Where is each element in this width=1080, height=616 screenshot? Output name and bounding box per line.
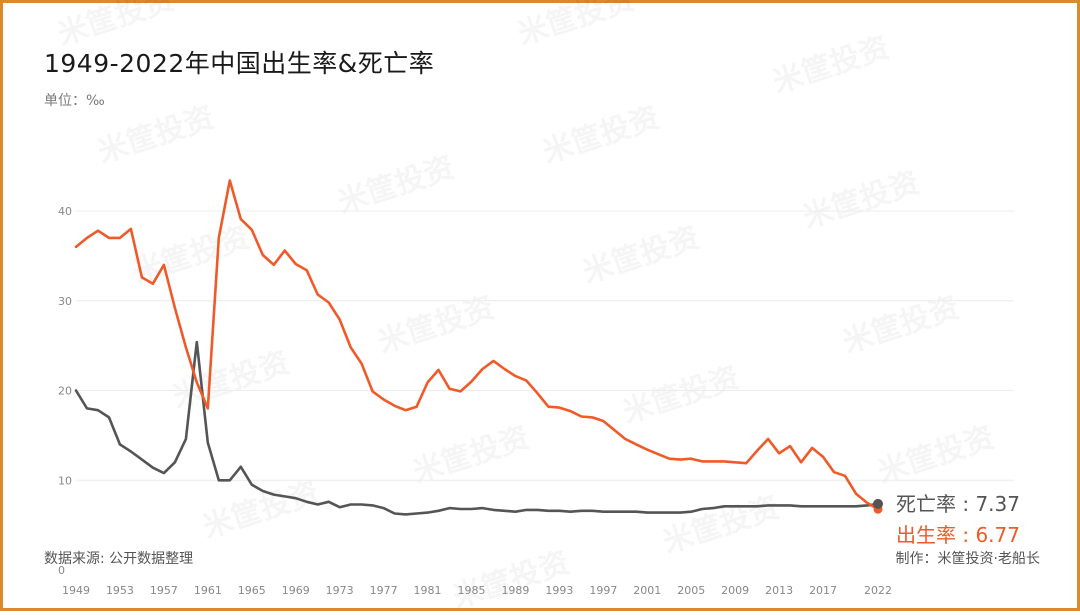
x-tick-label: 2013 <box>765 584 793 597</box>
death-rate-endpoint <box>873 498 883 509</box>
x-tick-label: 1957 <box>150 584 178 597</box>
x-tick-label: 1981 <box>414 584 442 597</box>
x-tick-label: 2009 <box>721 584 749 597</box>
x-tick-label: 2022 <box>864 584 892 597</box>
x-tick-label: 1989 <box>501 584 529 597</box>
x-tick-label: 2005 <box>677 584 705 597</box>
x-tick-label: 1985 <box>458 584 486 597</box>
chart-title: 1949-2022年中国出生率&死亡率 <box>44 49 435 78</box>
birth-rate-end-label: 出生率 : 6.77 <box>896 523 1020 547</box>
x-tick-label: 1973 <box>326 584 354 597</box>
x-tick-label: 1997 <box>589 584 617 597</box>
unit-label: 单位：‰ <box>44 93 105 109</box>
credit: 制作：米筐投资·老船长 <box>895 551 1040 567</box>
x-tick-label: 1977 <box>370 584 398 597</box>
y-tick-label: 0 <box>58 564 65 577</box>
x-tick-label: 1993 <box>545 584 573 597</box>
y-tick-label: 10 <box>58 474 72 487</box>
birth-rate-line <box>74 179 880 511</box>
x-tick-label: 1965 <box>238 584 266 597</box>
y-tick-label: 20 <box>58 385 72 398</box>
x-tick-label: 2017 <box>809 584 837 597</box>
death-rate-line <box>74 340 880 516</box>
x-tick-label: 2001 <box>633 584 661 597</box>
x-tick-label: 1949 <box>62 584 90 597</box>
x-tick-label: 1953 <box>106 584 134 597</box>
x-tick-label: 1969 <box>282 584 310 597</box>
data-source: 数据来源: 公开数据整理 <box>44 551 194 567</box>
death-rate-end-label: 死亡率 : 7.37 <box>896 492 1020 516</box>
x-tick-label: 1961 <box>194 584 222 597</box>
y-tick-label: 30 <box>58 295 72 308</box>
y-tick-label: 40 <box>58 205 72 218</box>
